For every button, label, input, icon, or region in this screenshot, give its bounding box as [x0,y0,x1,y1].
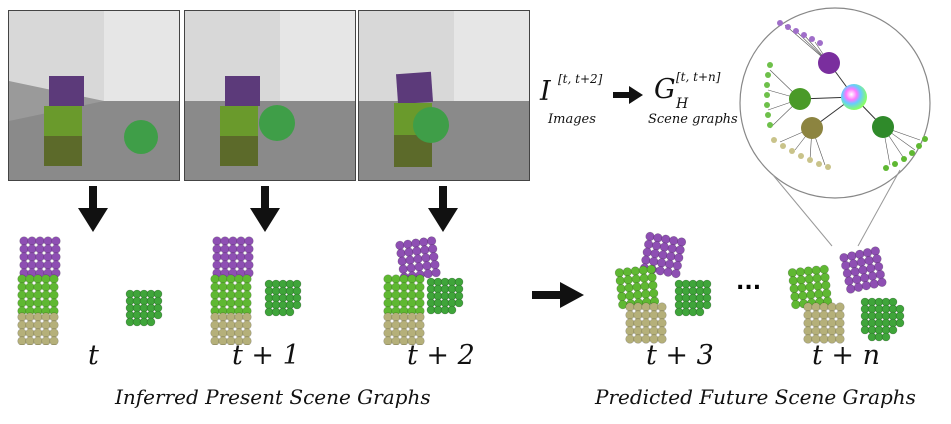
time-step-t-plus-2: t + 2 [407,340,475,371]
images-label: Images [548,112,596,127]
sphere-tn [860,297,905,342]
green-block-tn [787,264,833,310]
time-step-t-plus-n: t + n [812,340,881,371]
right-arrow-icon [532,282,584,308]
sphere-t1 [264,279,302,317]
graphs-label: Scene graphs [648,112,738,127]
tan-block-t2 [383,312,425,345]
image-frame-t [8,10,180,181]
ellipsis: ... [736,270,762,295]
purple-block-tn [839,246,887,294]
graphs-symbol: G [654,74,676,105]
graphs-superscript: [t, t+n] [676,70,721,84]
images-symbol: I [540,76,551,107]
images-superscript: [t, t+2] [558,72,603,86]
green-block-t3 [614,264,660,310]
green-block-t [17,274,59,316]
image-frame-t-plus-2 [358,10,530,181]
sphere-t [125,289,163,327]
tan-block-t1 [210,312,252,345]
magnifier-circle-icon [739,7,931,247]
sphere-t3 [674,279,712,317]
purple-block-t2 [395,236,441,282]
purple-block-t [19,236,61,278]
time-step-t: t [88,340,99,371]
tan-block-t [17,312,59,345]
right-arrow-icon [613,86,643,104]
particle-scenes [17,231,905,345]
time-step-t-plus-1: t + 1 [232,340,300,371]
green-block-t1 [210,274,252,316]
down-arrow-icon [250,186,280,232]
sphere-t2 [426,277,464,315]
image-frame-t-plus-1 [184,10,356,181]
caption-future: Predicted Future Scene Graphs [595,385,916,409]
time-step-t-plus-3: t + 3 [646,340,714,371]
down-arrow-icon [78,186,108,232]
down-arrow-icon [428,186,458,232]
tan-block-tn [803,302,845,344]
purple-block-t1 [212,236,254,278]
graphs-subscript: H [676,96,689,112]
green-block-t2 [383,274,425,316]
caption-present: Inferred Present Scene Graphs [115,385,431,409]
tan-block-t3 [625,302,667,344]
